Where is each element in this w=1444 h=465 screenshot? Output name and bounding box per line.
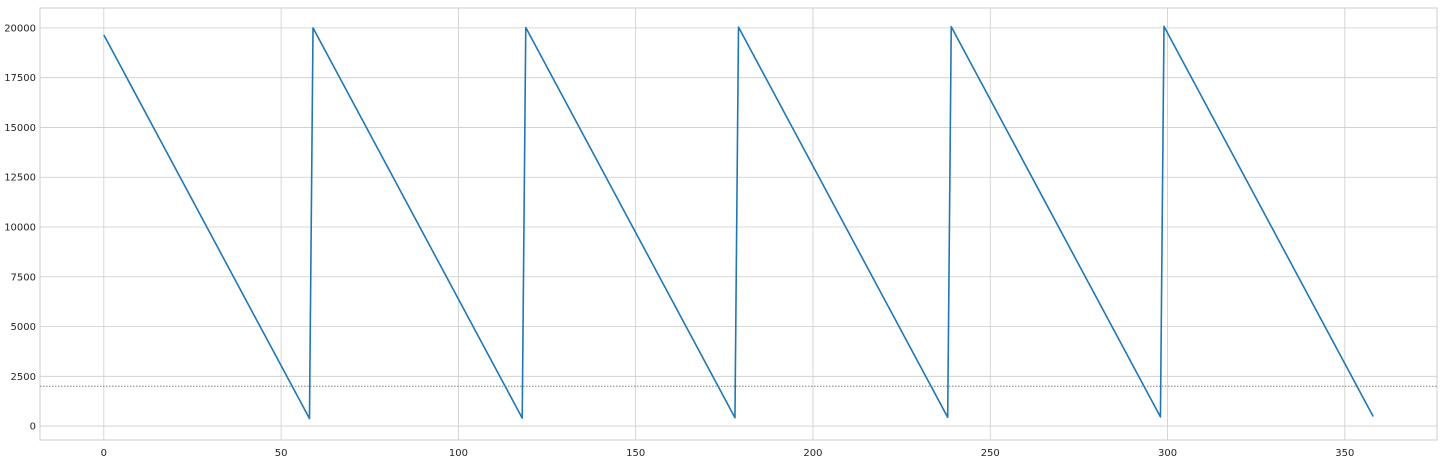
series-line-0 (103, 25, 1374, 420)
x-gridlines (103, 8, 1346, 440)
x-tick-label-100: 100 (449, 448, 468, 459)
series-group (103, 25, 1374, 420)
x-tick-label-350: 350 (1335, 448, 1354, 459)
y-tick-label-5000: 5000 (11, 322, 36, 333)
x-tick-label-0: 0 (101, 448, 107, 459)
y-tick-label-15000: 15000 (4, 123, 36, 134)
y-tick-label-7500: 7500 (11, 272, 36, 283)
x-tick-label-300: 300 (1158, 448, 1177, 459)
plot-frame (39, 7, 1438, 441)
y-tick-label-10000: 10000 (4, 222, 36, 233)
y-tick-label-2500: 2500 (11, 372, 36, 383)
y-tick-label-20000: 20000 (4, 23, 36, 34)
x-tick-label-250: 250 (981, 448, 1000, 459)
x-tick-label-200: 200 (803, 448, 822, 459)
y-tick-label-0: 0 (30, 422, 36, 433)
x-tick-labels: 0 50 100 150 200 250 300 350 (101, 448, 1355, 459)
y-tick-label-12500: 12500 (4, 173, 36, 184)
x-tick-label-150: 150 (626, 448, 645, 459)
x-tick-label-50: 50 (275, 448, 288, 459)
y-tick-labels: 0 2500 5000 7500 10000 12500 15000 17500 20000 (4, 23, 36, 432)
y-tick-label-17500: 17500 (4, 73, 36, 84)
